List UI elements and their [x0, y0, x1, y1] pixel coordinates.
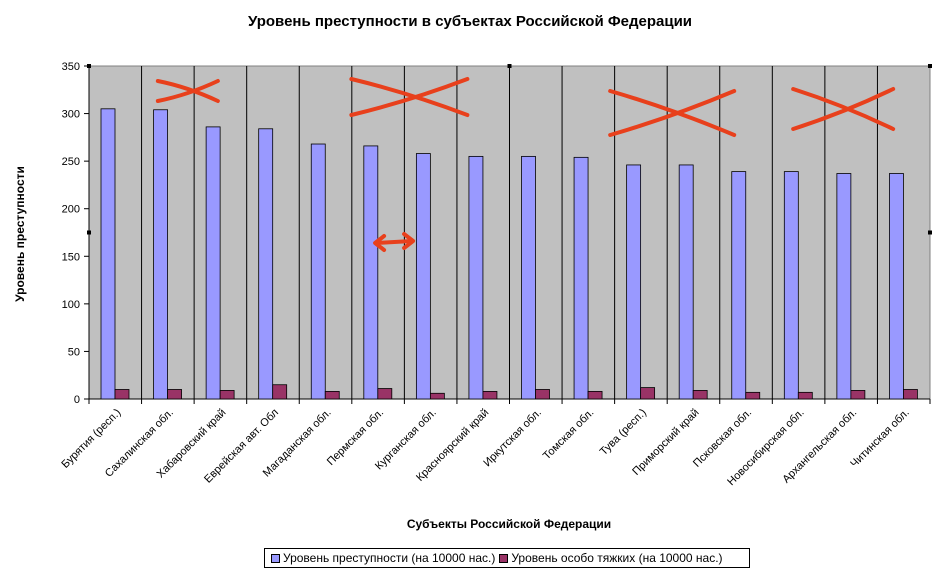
y-tick-label: 350: [62, 61, 80, 73]
y-tick-label: 250: [62, 156, 80, 168]
legend-swatch-grave-crime-rate: [499, 553, 509, 563]
bar-grave-crime-rate: [797, 391, 813, 400]
bar-grave-crime-rate: [535, 389, 550, 400]
cross-out-stroke: [155, 79, 220, 103]
selection-handle: [928, 230, 932, 235]
legend-label-grave-crime-rate: Уровень особо тяжких (на 10000 нас.): [511, 551, 723, 565]
bar-crime-rate: [205, 126, 221, 400]
bar-grave-crime-rate: [692, 390, 708, 400]
bar-grave-crime-rate: [272, 384, 288, 400]
x-tick-label: Томская обл.: [541, 407, 597, 463]
bar-grave-crime-rate: [429, 392, 445, 400]
bar-crime-rate: [363, 145, 379, 400]
legend: Уровень преступности (на 10000 нас.) Уро…: [264, 548, 750, 568]
bar-crime-rate: [310, 143, 326, 400]
bar-crime-rate: [626, 164, 642, 400]
bar-grave-crime-rate: [745, 391, 761, 400]
y-axis-title: Уровень преступности: [13, 166, 27, 302]
y-tick-label: 50: [68, 346, 80, 358]
bar-grave-crime-rate: [903, 389, 918, 400]
x-axis-title: Субъекты Российской Федерации: [407, 517, 611, 531]
bar-crime-rate: [153, 109, 168, 400]
bar-grave-crime-rate: [640, 387, 656, 400]
selection-handle: [507, 64, 512, 68]
cross-out-stroke: [155, 79, 220, 103]
x-tick-label: Тува (респ.): [598, 407, 649, 458]
bar-grave-crime-rate: [324, 390, 340, 400]
cross-out-stroke: [608, 89, 737, 137]
bar-crime-rate: [100, 108, 116, 400]
legend-label-crime-rate: Уровень преступности (на 10000 нас.): [283, 551, 496, 565]
bar-grave-crime-rate: [850, 390, 866, 400]
bar-crime-rate: [415, 153, 431, 400]
legend-item-crime-rate: Уровень преступности (на 10000 нас.): [271, 551, 495, 565]
y-tick-label: 100: [62, 299, 80, 311]
cross-out-stroke: [608, 89, 737, 137]
selection-handle: [928, 64, 932, 68]
bar-grave-crime-rate: [114, 389, 130, 400]
bar-grave-crime-rate: [377, 388, 393, 400]
bar-crime-rate: [889, 173, 904, 400]
legend-item-grave-crime-rate: Уровень особо тяжких (на 10000 нас.): [499, 551, 723, 565]
bar-grave-crime-rate: [482, 390, 498, 400]
double-arrow-head: [373, 234, 387, 252]
selection-handle: [87, 64, 91, 68]
bar-grave-crime-rate: [167, 389, 182, 400]
bar-crime-rate: [573, 156, 589, 400]
y-tick-label: 300: [62, 109, 80, 121]
bar-crime-rate: [468, 155, 484, 400]
selection-handle: [87, 230, 91, 235]
bar-grave-crime-rate: [587, 390, 603, 400]
handwritten-annotations: [155, 77, 896, 252]
bar-crime-rate: [258, 128, 274, 400]
y-tick-label: 200: [62, 204, 80, 216]
y-tick-label: 0: [74, 394, 80, 406]
bar-crime-rate: [521, 155, 536, 400]
cross-out-stroke: [349, 77, 470, 117]
double-arrow-head: [402, 232, 416, 250]
x-tick-label: Иркутская обл.: [481, 407, 544, 470]
y-tick-label: 150: [62, 251, 80, 263]
cross-out-stroke: [791, 87, 896, 131]
chart-title: Уровень преступности в субъектах Российс…: [248, 13, 692, 30]
bar-crime-rate: [836, 173, 852, 400]
double-arrow-shaft: [374, 239, 415, 245]
bar-crime-rate: [731, 171, 747, 400]
bar-grave-crime-rate: [219, 390, 235, 400]
cross-out-stroke: [791, 87, 896, 131]
cross-out-stroke: [349, 77, 470, 117]
bar-crime-rate: [783, 171, 799, 400]
legend-swatch-crime-rate: [271, 553, 280, 563]
bar-crime-rate: [678, 164, 694, 400]
